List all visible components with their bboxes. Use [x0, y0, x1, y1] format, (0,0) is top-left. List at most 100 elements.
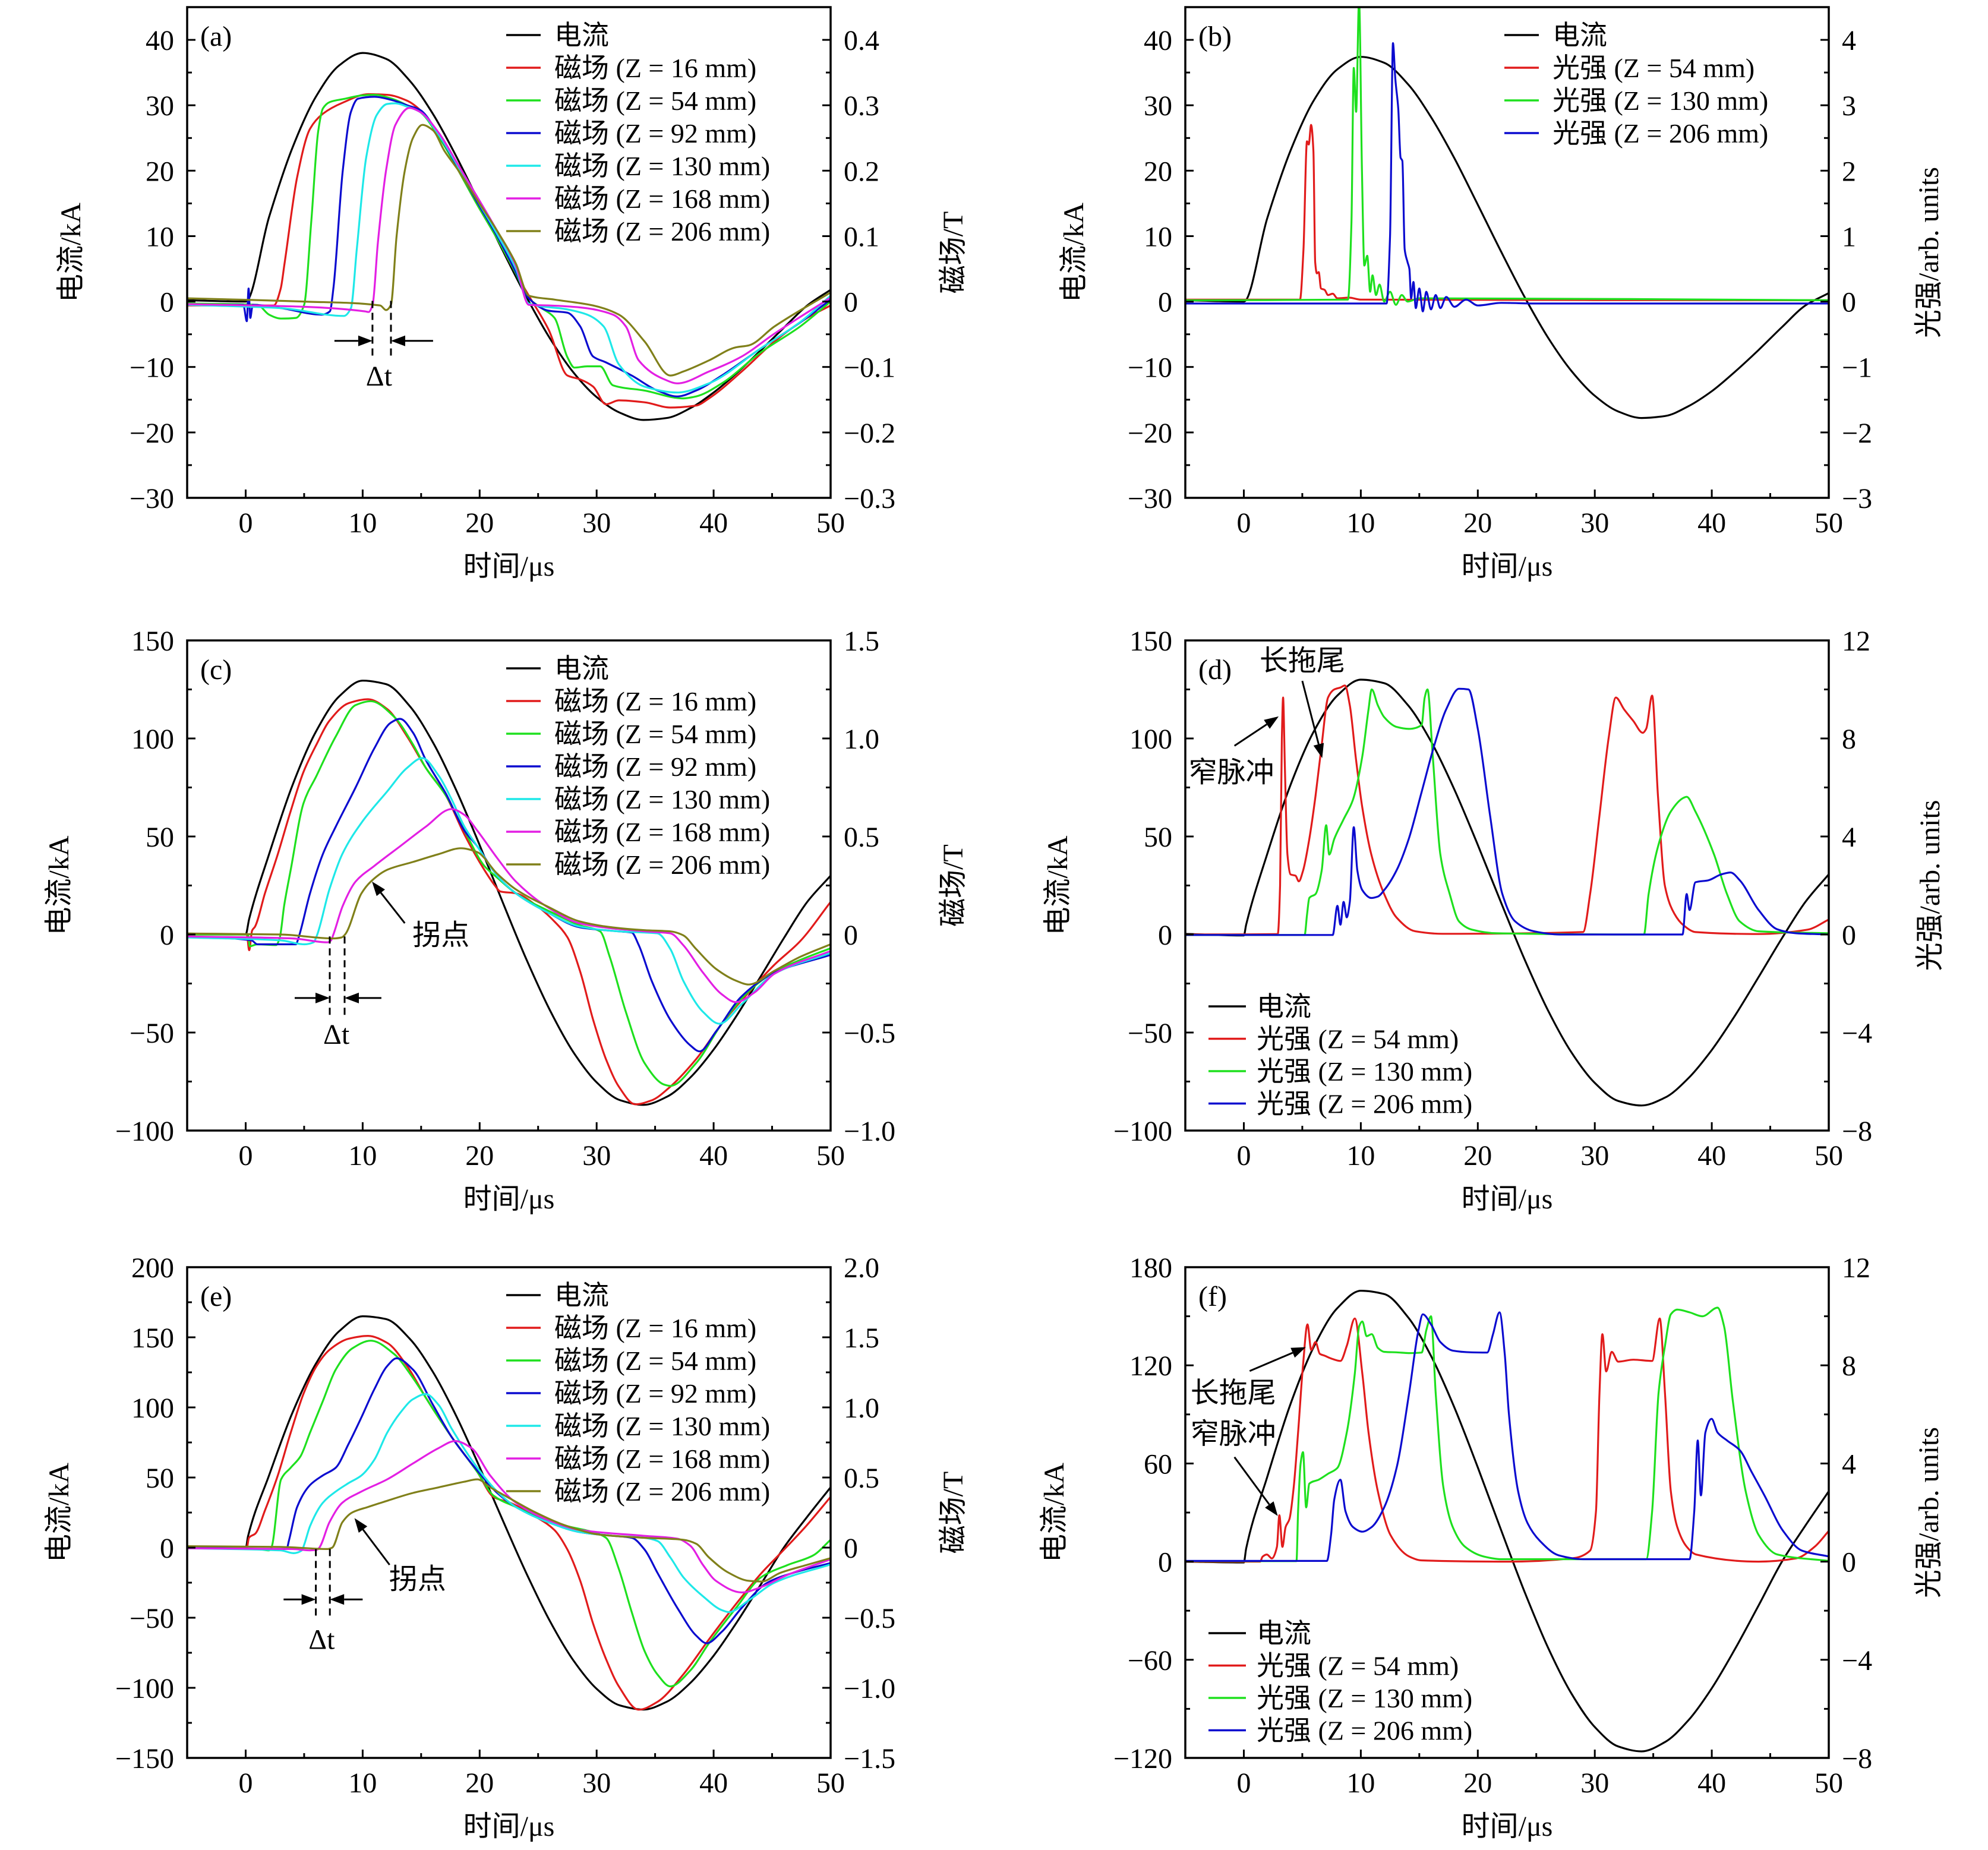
x-tick-label: 30 [582, 507, 611, 539]
legend-item: 磁场 (Z = 92 mm) [506, 1378, 756, 1409]
annotation: 长拖尾 [1260, 645, 1345, 758]
y-tick-label-left: 30 [1144, 90, 1172, 122]
panel-a: 0 10 20 30 40 50 −30 −20 −10 0 10 20 30 40 −0.3 −0.2 −0.… [55, 6, 969, 582]
arrowhead-icon [301, 1594, 316, 1605]
annotation: 窄脉冲 [1191, 1419, 1278, 1516]
axis-ticks [187, 689, 832, 1131]
annotation: 窄脉冲 [1189, 716, 1279, 788]
y-tick-label-right: 0 [844, 920, 858, 951]
y-tick-label-right: −8 [1842, 1116, 1872, 1147]
legend-item: 磁场 (Z = 168 mm) [506, 184, 770, 214]
x-tick-label: 20 [465, 507, 494, 539]
arrowhead-icon [1290, 1347, 1306, 1358]
y-axis-title-right: 光强/arb. units [1914, 800, 1946, 971]
legend-item: 磁场 (Z = 130 mm) [506, 784, 770, 814]
legend-item: 磁场 (Z = 92 mm) [506, 752, 756, 782]
y-tick-label-left: 0 [1158, 920, 1172, 951]
legend-label: 磁场 (Z = 54 mm) [554, 1346, 756, 1376]
y-tick-label-right: 0.1 [844, 222, 879, 253]
legend-item: 磁场 (Z = 16 mm) [506, 53, 756, 83]
legend-label: 磁场 (Z = 92 mm) [554, 1378, 756, 1409]
x-tick-label: 40 [699, 1767, 728, 1799]
y-axis-title-left: 电流/kA [43, 835, 75, 935]
y-tick-label-right: −0.3 [844, 483, 895, 514]
panel-b: 0 10 20 30 40 50−30−20−10010203040−3−2−101234… [1058, 6, 1945, 582]
legend-label: 磁场 (Z = 206 mm) [554, 1476, 770, 1507]
x-tick-label: 10 [1346, 1140, 1375, 1172]
y-axis-title-left: 电流/kA [1039, 1463, 1070, 1562]
legend-label: 电流 [1552, 20, 1607, 50]
legend-item: 磁场 (Z = 168 mm) [506, 817, 770, 847]
y-tick-label-right: 1 [1842, 222, 1856, 253]
y-tick-label-right: 12 [1842, 1252, 1870, 1284]
y-tick-label-right: 0.5 [844, 1463, 879, 1494]
legend-item: 磁场 (Z = 54 mm) [506, 86, 756, 116]
y-tick-label-right: −0.2 [844, 418, 895, 449]
legend-item: 磁场 (Z = 54 mm) [506, 719, 756, 749]
axis-ticks [1185, 689, 1830, 1131]
y-tick-label-right: 4 [1842, 1448, 1856, 1480]
legend-label: 磁场 (Z = 130 mm) [554, 784, 770, 814]
legend-label: 光强 (Z = 206 mm) [1257, 1716, 1472, 1746]
x-tick-label: 40 [1697, 1140, 1726, 1172]
y-tick-label-left: −100 [115, 1673, 174, 1704]
annotation-label: 窄脉冲 [1191, 1419, 1276, 1450]
y-tick-label-left: −50 [1128, 1018, 1172, 1049]
y-tick-label-right: 0.2 [844, 156, 879, 187]
y-tick-label-left: −50 [130, 1018, 174, 1049]
arrowhead-icon [354, 1518, 368, 1533]
y-tick-label-right: 2 [1842, 156, 1856, 187]
y-tick-label-right: 0 [1842, 1547, 1856, 1579]
y-tick-label-left: 0 [1158, 1547, 1172, 1579]
y-axis-title-left: 电流/kA [1058, 203, 1090, 302]
x-tick-label: 50 [1815, 1767, 1843, 1799]
legend-item: 光强 (Z = 130 mm) [1504, 86, 1768, 116]
y-tick-label-left: −20 [130, 418, 174, 449]
legend-item: 磁场 (Z = 206 mm) [506, 850, 770, 880]
x-tick-label: 20 [1463, 507, 1492, 539]
x-axis-title: 时间/μs [463, 1183, 555, 1215]
arrowhead-icon [1264, 716, 1279, 729]
x-axis-title: 时间/μs [1462, 551, 1553, 582]
x-tick-label: 30 [1580, 1140, 1609, 1172]
arrowhead-icon [372, 881, 385, 896]
legend-item: 光强 (Z = 54 mm) [1208, 1651, 1459, 1681]
legend-label: 磁场 (Z = 168 mm) [554, 1444, 770, 1474]
y-tick-label-right: 0.5 [844, 822, 879, 853]
legend-label: 电流 [554, 654, 609, 684]
legend-item: 电流 [506, 654, 609, 684]
x-tick-label: 40 [699, 1140, 728, 1172]
x-tick-label: 30 [582, 1140, 611, 1172]
annotation-label: Δt [308, 1624, 335, 1655]
legend-label: 电流 [554, 20, 609, 50]
y-tick-label-left: 100 [1129, 724, 1172, 755]
legend-label: 电流 [1257, 1618, 1311, 1649]
y-tick-label-right: 1.0 [844, 1393, 879, 1424]
legend-label: 光强 (Z = 206 mm) [1552, 118, 1768, 149]
x-tick-label: 40 [699, 507, 728, 539]
series-line-3 [1185, 1311, 1829, 1562]
y-tick-label-left: 0 [160, 1533, 174, 1564]
legend-label: 磁场 (Z = 54 mm) [554, 719, 756, 749]
x-tick-label: 30 [582, 1767, 611, 1799]
y-tick-label-left: 50 [1144, 822, 1172, 853]
x-axis-title: 时间/μs [1462, 1183, 1553, 1215]
annotation: Δt [295, 936, 381, 1050]
x-tick-label: 20 [465, 1767, 494, 1799]
legend-item: 磁场 (Z = 168 mm) [506, 1444, 770, 1474]
y-tick-label-left: 100 [131, 724, 174, 755]
annotation-label: Δt [323, 1019, 350, 1050]
legend-item: 磁场 (Z = 206 mm) [506, 216, 770, 247]
x-tick-label: 10 [348, 507, 377, 539]
y-tick-label-left: 30 [146, 90, 174, 122]
y-axis-title-right: 磁场/T [938, 1472, 969, 1554]
x-tick-label: 50 [1815, 1140, 1843, 1172]
legend-item: 光强 (Z = 206 mm) [1208, 1716, 1472, 1746]
legend-label: 磁场 (Z = 16 mm) [554, 686, 756, 716]
series-line-3 [1185, 42, 1829, 312]
series-line-0 [1185, 1290, 1829, 1753]
annotation-arrow-line [380, 892, 406, 924]
y-tick-label-left: 10 [146, 222, 174, 253]
panel-f: 0 10 20 30 40 50 −120 −60 0 60 120 180 −8 −4 0 4 8 12 时间/μ… [1039, 1252, 1945, 1842]
